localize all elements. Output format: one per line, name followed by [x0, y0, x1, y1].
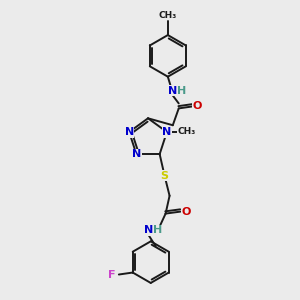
Text: S: S	[160, 171, 169, 181]
Text: N: N	[124, 127, 134, 137]
Text: N: N	[144, 225, 153, 236]
Text: O: O	[193, 101, 202, 111]
Text: N: N	[162, 127, 172, 137]
Text: H: H	[153, 225, 162, 236]
Text: F: F	[108, 269, 116, 280]
Text: N: N	[168, 85, 177, 96]
Text: CH₃: CH₃	[178, 128, 196, 136]
Text: N: N	[132, 149, 141, 159]
Text: H: H	[177, 85, 186, 96]
Text: O: O	[182, 207, 191, 217]
Text: CH₃: CH₃	[159, 11, 177, 20]
